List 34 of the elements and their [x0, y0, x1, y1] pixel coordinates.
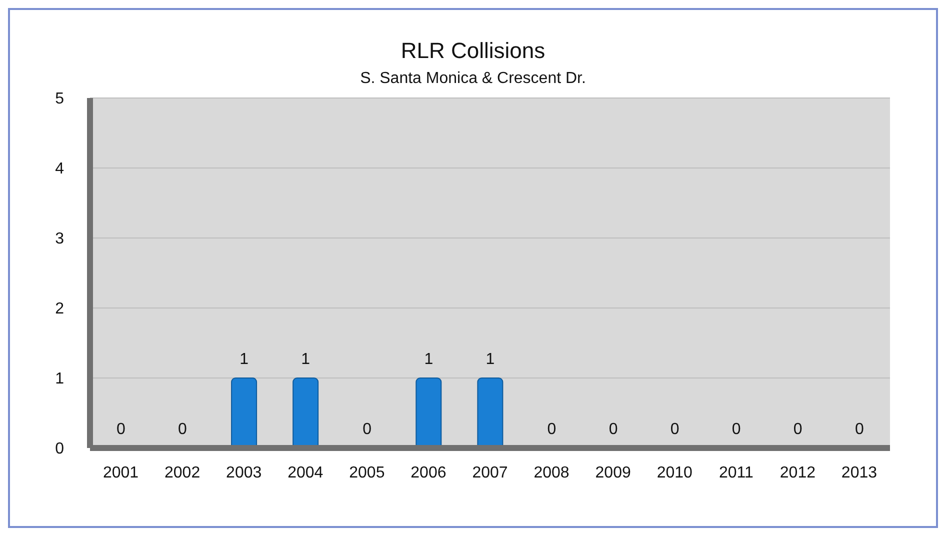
- x-tick-label: 2012: [780, 464, 816, 482]
- data-label: 1: [301, 351, 310, 368]
- data-label: 0: [670, 421, 680, 438]
- y-tick-label: 2: [55, 300, 64, 318]
- x-tick-label: 2002: [164, 464, 200, 482]
- x-tick-label: 2003: [226, 464, 262, 482]
- data-label: 0: [547, 421, 556, 438]
- data-label: 0: [178, 421, 188, 438]
- data-label: 1: [424, 351, 434, 368]
- data-label: 0: [732, 421, 741, 438]
- x-tick-label: 2013: [841, 464, 878, 482]
- data-label: 1: [240, 351, 249, 368]
- x-tick-label: 2004: [288, 464, 324, 482]
- chart-title: RLR Collisions: [400, 38, 546, 64]
- y-tick-label: 4: [55, 160, 64, 178]
- data-label: 0: [608, 421, 618, 438]
- chart-subtitle: S. Santa Monica & Crescent Dr.: [359, 70, 587, 88]
- data-label: 0: [116, 421, 126, 438]
- x-tick-label: 2011: [718, 464, 754, 482]
- data-label: 0: [854, 421, 864, 438]
- data-label: 0: [793, 421, 802, 438]
- x-tick-label: 2007: [472, 464, 508, 482]
- x-tick-label: 2008: [534, 464, 570, 482]
- x-tick-label: 2006: [410, 464, 446, 482]
- y-tick-label: 1: [55, 370, 64, 388]
- x-tick-label: 2005: [349, 464, 385, 482]
- y-tick-label: 3: [55, 230, 64, 248]
- data-label: 0: [362, 421, 372, 438]
- data-label: 1: [486, 351, 495, 368]
- x-tick-label: 2010: [656, 464, 693, 482]
- y-tick-label: 0: [55, 440, 64, 458]
- x-tick-label: 2009: [595, 464, 631, 482]
- y-tick-label: 5: [55, 90, 64, 108]
- x-tick-label: 2001: [102, 464, 139, 482]
